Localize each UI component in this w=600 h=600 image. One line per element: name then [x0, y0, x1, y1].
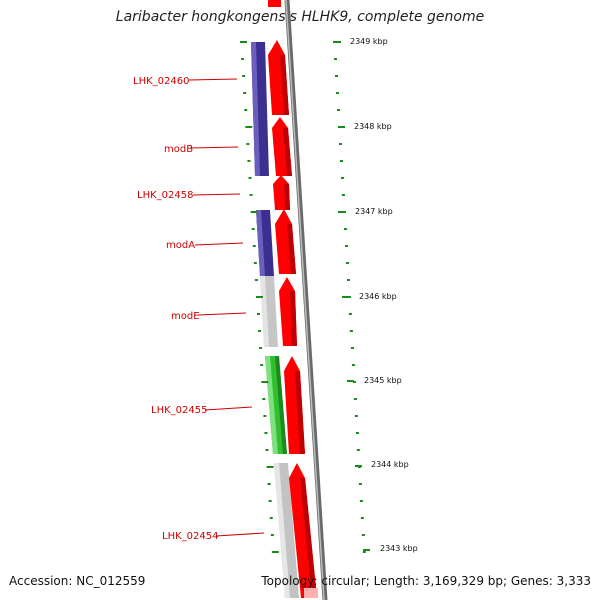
gene-arrow-2-dark — [283, 128, 292, 176]
leader-line — [215, 532, 265, 537]
gene-label-LHK_02454[interactable]: LHK_02454 — [162, 531, 218, 542]
kbp-label: 2347 kbp — [355, 207, 393, 216]
gene-block-top-partial — [268, 0, 281, 7]
reverse-strand-genes — [251, 42, 299, 598]
gene-label-modB[interactable]: modB — [164, 144, 193, 155]
gene-label-modE[interactable]: modE — [171, 311, 200, 322]
map-title: Laribacter hongkongensis HLHK9, complete… — [115, 9, 485, 25]
gene-label-modA[interactable]: modA — [166, 240, 195, 251]
tick-scale-left — [240, 41, 279, 553]
forward-strand-genes — [268, 0, 318, 598]
kbp-label: 2348 kbp — [354, 122, 392, 131]
gene-label-LHK_02460[interactable]: LHK_02460 — [133, 76, 189, 87]
gene-block-modE-shade — [260, 276, 269, 347]
accession-text: Accession: NC_012559 — [9, 574, 146, 588]
gene-arrow-6-dark — [295, 371, 305, 454]
gene-arrow-7-dark — [300, 478, 317, 598]
leader-line — [188, 78, 238, 81]
kbp-label: 2349 kbp — [350, 37, 388, 46]
genome-backbone — [284, 0, 328, 600]
kbp-label: 2346 kbp — [359, 292, 397, 301]
gene-block-LHK_02460-modB-shade — [251, 42, 260, 176]
kbp-label: 2343 kbp — [380, 544, 418, 553]
gene-arrow-5-dark — [290, 291, 297, 346]
gene-label-LHK_02458[interactable]: LHK_02458 — [137, 190, 193, 201]
gene-arrow-1-dark — [280, 55, 289, 115]
gene-arrow-4-dark — [287, 224, 296, 274]
gene-block-modA-shade — [256, 210, 265, 276]
kbp-labels: 2349 kbp 2348 kbp 2347 kbp 2346 kbp 2345… — [334, 37, 418, 553]
gene-arrow-7-tip — [304, 588, 318, 598]
backbone-highlight — [285, 0, 325, 600]
gene-arrow-LHK_02458-dark — [284, 184, 290, 210]
backbone-line — [284, 0, 328, 600]
topology-text: Topology: circular; Length: 3,169,329 bp… — [261, 574, 591, 588]
gene-label-LHK_02455[interactable]: LHK_02455 — [151, 405, 207, 416]
gene-block-LHK_02454-shade — [274, 463, 290, 598]
leader-line — [194, 242, 244, 246]
leader-line — [204, 406, 253, 411]
leader-line — [190, 146, 239, 149]
gene-labels: LHK_02460 modB LHK_02458 modA modE LHK_0… — [133, 76, 265, 542]
gene-block-LHK_02455-shade — [265, 356, 278, 454]
leader-line — [197, 312, 247, 316]
leader-line — [192, 193, 241, 196]
kbp-label: 2345 kbp — [364, 376, 402, 385]
kbp-label: 2344 kbp — [371, 460, 409, 469]
gene-block-LHK_02455-dark — [275, 356, 287, 454]
